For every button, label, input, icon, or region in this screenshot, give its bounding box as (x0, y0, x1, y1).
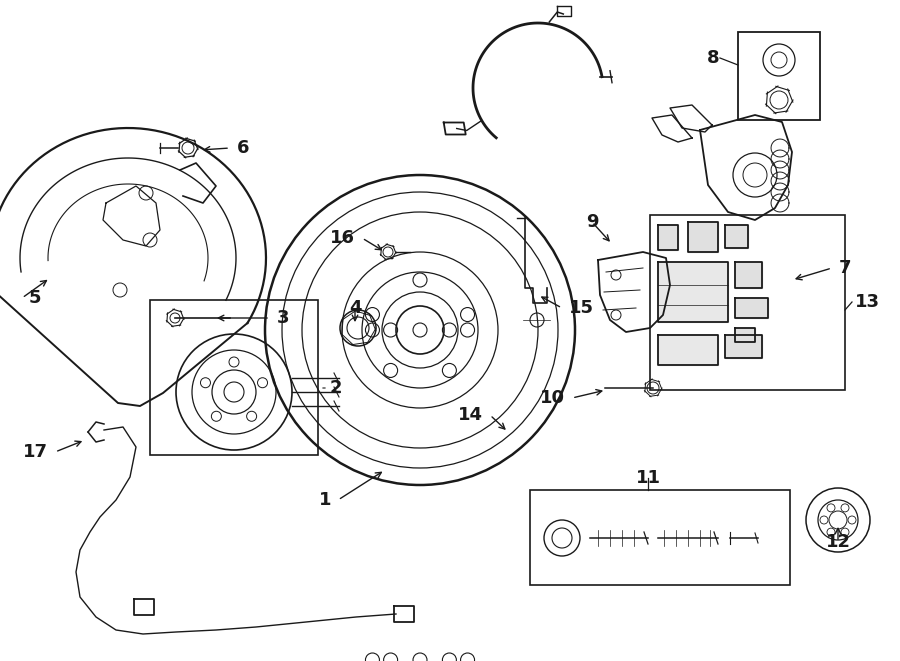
Polygon shape (444, 122, 465, 134)
Bar (738, 32, 820, 120)
Text: 9: 9 (586, 213, 598, 231)
Polygon shape (735, 298, 768, 318)
Polygon shape (658, 262, 728, 322)
Text: 15: 15 (569, 299, 594, 317)
Text: 2: 2 (330, 379, 343, 397)
Polygon shape (725, 225, 748, 248)
Polygon shape (725, 335, 762, 358)
Polygon shape (735, 328, 755, 342)
Text: 13: 13 (855, 293, 880, 311)
Text: 11: 11 (635, 469, 661, 487)
Polygon shape (658, 335, 718, 365)
Text: 8: 8 (707, 49, 720, 67)
Polygon shape (394, 606, 414, 622)
Polygon shape (688, 222, 718, 252)
Text: 12: 12 (825, 533, 850, 551)
Polygon shape (700, 115, 792, 220)
Text: 5: 5 (29, 289, 41, 307)
Text: 17: 17 (23, 443, 48, 461)
Polygon shape (598, 252, 670, 332)
Text: 3: 3 (277, 309, 290, 327)
Text: 14: 14 (458, 406, 483, 424)
Polygon shape (134, 599, 154, 615)
Bar (150, 300, 318, 455)
Bar (530, 490, 790, 585)
Text: 10: 10 (540, 389, 565, 407)
Polygon shape (658, 225, 678, 250)
Text: 1: 1 (319, 491, 331, 509)
Text: 7: 7 (839, 259, 851, 277)
Text: 6: 6 (237, 139, 249, 157)
Text: 4: 4 (349, 299, 361, 317)
Polygon shape (735, 262, 762, 288)
Text: 16: 16 (330, 229, 355, 247)
Bar (650, 215, 845, 390)
